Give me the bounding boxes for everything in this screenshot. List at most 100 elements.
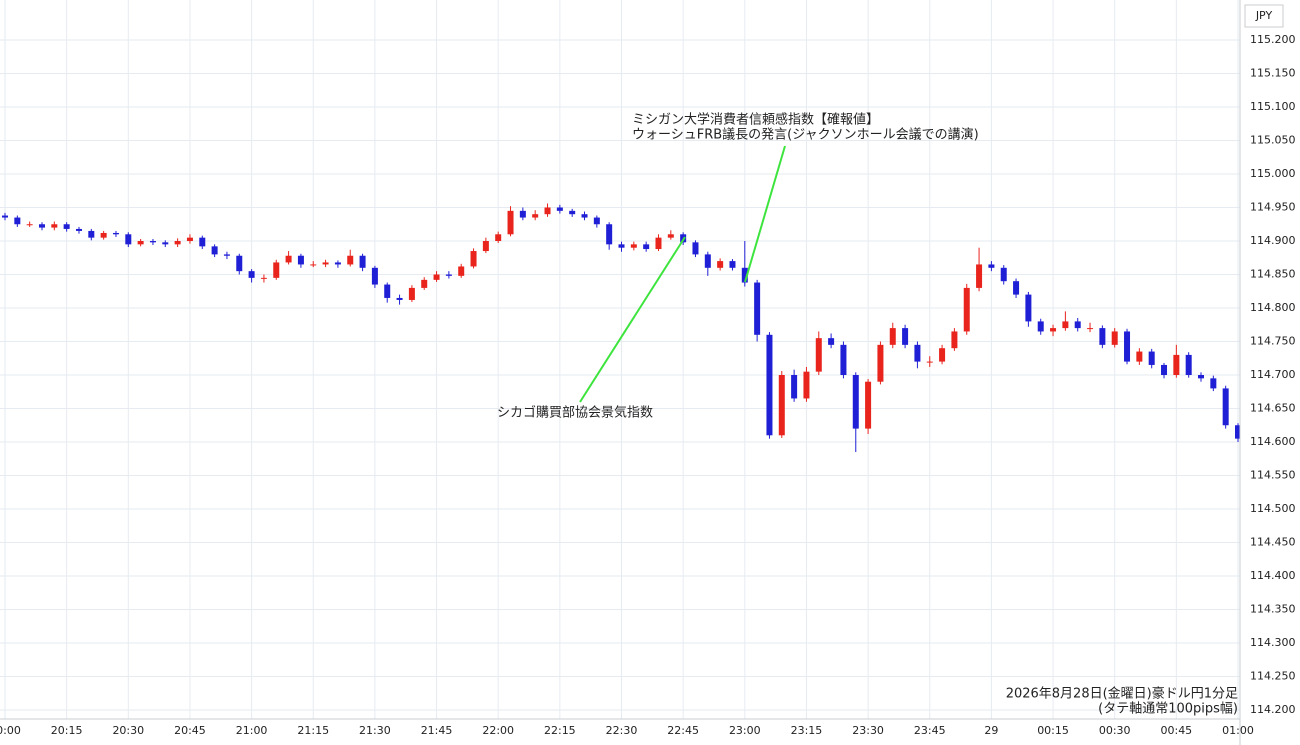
candle-body xyxy=(236,255,243,272)
candle-body xyxy=(482,241,489,252)
y-tick-label: 114.600 xyxy=(1250,435,1296,448)
candle-body xyxy=(421,279,428,288)
candle-body xyxy=(840,344,847,375)
candle-body xyxy=(433,274,440,280)
candle-body xyxy=(556,207,563,211)
y-tick-label: 115.100 xyxy=(1250,100,1296,113)
candle-body xyxy=(359,255,366,268)
candle-body xyxy=(1235,425,1241,439)
x-tick-label: 22:30 xyxy=(606,724,638,737)
annotation-line xyxy=(744,145,786,283)
x-tick-label: 20:45 xyxy=(174,724,206,737)
candle-body xyxy=(495,234,502,241)
y-tick-label: 114.250 xyxy=(1250,670,1296,683)
candle-body xyxy=(322,262,329,265)
candle-body xyxy=(692,242,699,255)
price-axis-panel xyxy=(1240,0,1300,745)
candle-body xyxy=(766,334,773,436)
candle-body xyxy=(51,224,58,228)
y-tick-label: 114.900 xyxy=(1250,234,1296,247)
candle-body xyxy=(926,361,933,363)
candle-body xyxy=(754,282,761,335)
candle-body xyxy=(618,244,625,248)
annotation: ミシガン大学消費者信頼感指数【確報値】 xyxy=(632,112,879,128)
x-tick-label: 23:30 xyxy=(852,724,884,737)
candle-body xyxy=(1185,354,1192,375)
candle-body xyxy=(1222,388,1229,426)
x-tick-label: 20:00 xyxy=(0,724,21,737)
candle-body xyxy=(532,214,539,218)
x-tick-label: 23:00 xyxy=(729,724,761,737)
candle-body xyxy=(544,207,551,215)
x-tick-label: 20:30 xyxy=(112,724,144,737)
candle-body xyxy=(877,344,884,382)
candle-body xyxy=(2,215,8,218)
candle-body xyxy=(1000,267,1007,282)
grid xyxy=(0,0,1240,719)
footer-note: (タテ軸通常100pips幅) xyxy=(1098,702,1238,717)
candle-body xyxy=(1062,321,1069,329)
candle-body xyxy=(162,242,169,245)
x-tick-label: 00:15 xyxy=(1037,724,1069,737)
y-tick-label: 114.800 xyxy=(1250,301,1296,314)
candle-body xyxy=(889,328,896,345)
candle-body xyxy=(1025,294,1032,322)
candle-body xyxy=(174,241,181,245)
candle-body xyxy=(1111,331,1118,345)
x-tick-label: 20:15 xyxy=(51,724,83,737)
x-tick-label: 00:45 xyxy=(1160,724,1192,737)
candle-body xyxy=(199,237,206,247)
candle-body xyxy=(865,381,872,429)
candle-body xyxy=(951,331,958,349)
y-tick-label: 114.750 xyxy=(1250,335,1296,348)
candle-body xyxy=(852,375,859,429)
candle-body xyxy=(63,224,70,229)
candle-body xyxy=(593,217,600,225)
candle-body xyxy=(902,328,909,345)
candle-body xyxy=(186,237,193,241)
candle-body xyxy=(1013,281,1020,295)
candle-body xyxy=(643,244,650,250)
x-tick-label: 21:45 xyxy=(421,724,453,737)
candle-body xyxy=(581,214,588,218)
y-tick-label: 115.050 xyxy=(1250,134,1296,147)
candle-body xyxy=(1148,351,1155,365)
y-tick-label: 114.950 xyxy=(1250,201,1296,214)
candle-body xyxy=(1050,328,1057,332)
candle-body xyxy=(914,344,921,362)
candle-body xyxy=(149,241,156,243)
candle-body xyxy=(1198,375,1205,379)
candle-body xyxy=(1099,328,1106,345)
candle-body xyxy=(112,232,119,235)
candle-body xyxy=(273,262,280,278)
candle-body xyxy=(310,264,317,266)
candle-body xyxy=(704,254,711,268)
y-tick-label: 114.500 xyxy=(1250,502,1296,515)
y-tick-label: 114.700 xyxy=(1250,368,1296,381)
y-tick-label: 115.150 xyxy=(1250,67,1296,80)
annotation: シカゴ購買部協会景気指数 xyxy=(497,405,653,421)
candle-body xyxy=(1136,351,1143,362)
candle-body xyxy=(1124,331,1131,362)
candle-body xyxy=(347,255,354,265)
y-tick-label: 114.300 xyxy=(1250,636,1296,649)
candle-body xyxy=(569,210,576,215)
x-tick-label: 23:45 xyxy=(914,724,946,737)
x-tick-label: 22:45 xyxy=(667,724,699,737)
candle-body xyxy=(606,224,613,245)
unit-box xyxy=(1244,4,1284,28)
candle-body xyxy=(470,251,477,267)
y-tick-label: 114.650 xyxy=(1250,402,1296,415)
x-tick-label: 21:30 xyxy=(359,724,391,737)
candle-body xyxy=(988,264,995,268)
x-tick-label: 29 xyxy=(984,724,998,737)
candle-body xyxy=(1037,321,1044,332)
unit-label: JPY xyxy=(1255,9,1273,22)
candle-body xyxy=(519,210,526,218)
candle-body xyxy=(507,210,514,235)
candle-body xyxy=(741,267,748,283)
candle-body xyxy=(729,261,736,268)
y-tick-label: 114.450 xyxy=(1250,536,1296,549)
y-tick-label: 115.200 xyxy=(1250,33,1296,46)
